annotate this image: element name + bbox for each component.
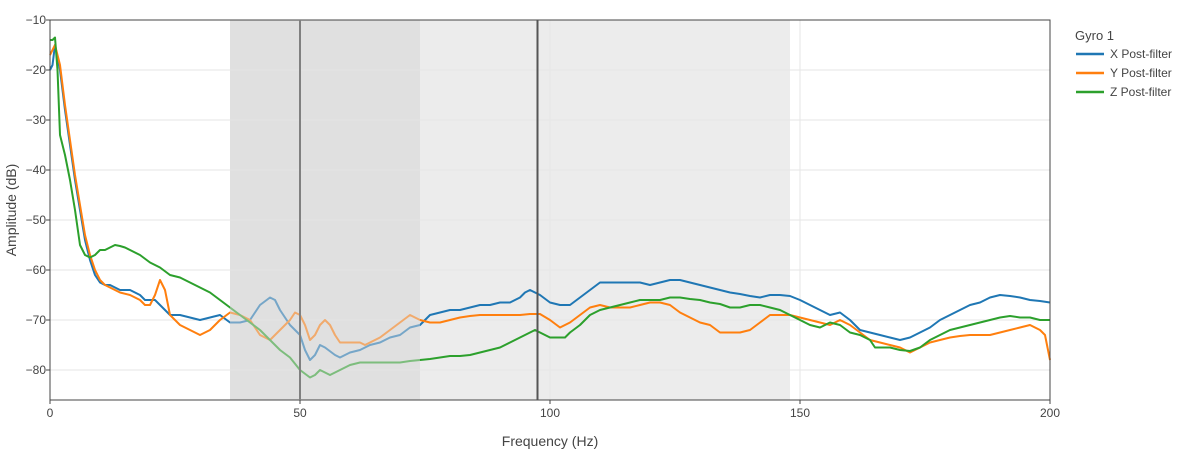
y-tick-label-7: −10 bbox=[26, 13, 47, 27]
series-line-3 bbox=[50, 36, 1050, 379]
y-tick-label-5: −30 bbox=[26, 113, 47, 127]
legend-title: Gyro 1 bbox=[1075, 28, 1114, 43]
legend-label-2: Y Post-filter bbox=[1110, 66, 1172, 80]
shaded-regions bbox=[230, 20, 790, 400]
y-tick-label-4: −40 bbox=[26, 163, 47, 177]
x-tick-label-0: 0 bbox=[47, 406, 54, 420]
shaded-region-2 bbox=[420, 20, 790, 400]
x-tick-label-2: 100 bbox=[540, 406, 560, 420]
series-line-2 bbox=[49, 44, 1051, 361]
x-tick-label-4: 200 bbox=[1040, 406, 1060, 420]
y-tick-label-6: −20 bbox=[26, 63, 47, 77]
x-tick-label-3: 150 bbox=[790, 406, 810, 420]
y-tick-label-1: −70 bbox=[26, 313, 47, 327]
x-axis-title: Frequency (Hz) bbox=[502, 433, 598, 449]
y-tick-label-3: −50 bbox=[26, 213, 47, 227]
legend: Gyro 1 X Post-filter Y Post-filter Z Post-… bbox=[1075, 28, 1172, 99]
x-axis-ticks: 0 50 100 150 200 bbox=[47, 400, 1060, 420]
y-tick-label-0: −80 bbox=[26, 363, 47, 377]
y-tick-label-2: −60 bbox=[26, 263, 47, 277]
series-lines bbox=[49, 36, 1051, 379]
x-tick-label-1: 50 bbox=[293, 406, 307, 420]
y-axis-ticks: −80 −70 −60 −50 −40 −30 −20 −10 bbox=[26, 13, 50, 377]
shaded-region-veil bbox=[230, 20, 420, 400]
series-line-1 bbox=[49, 44, 1051, 361]
y-axis-title: Amplitude (dB) bbox=[3, 164, 19, 257]
legend-label-3: Z Post-filter bbox=[1110, 85, 1171, 99]
legend-label-1: X Post-filter bbox=[1110, 47, 1172, 61]
